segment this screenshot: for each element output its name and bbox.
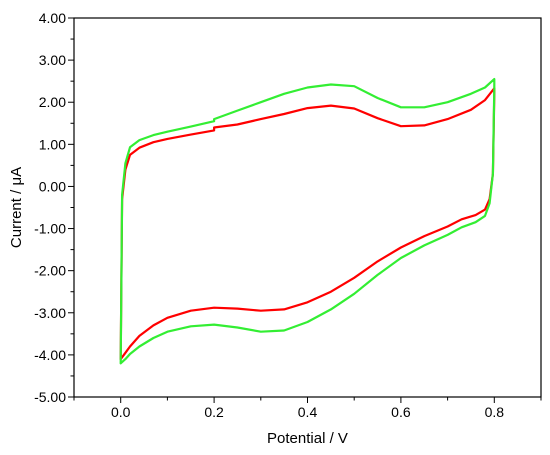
x-tick-label: 0.6: [391, 404, 411, 420]
series-layer: [119, 77, 496, 365]
x-tick-label: 0.4: [298, 404, 318, 420]
y-tick-label: -1.00: [34, 221, 66, 237]
y-tick-label: 2.00: [39, 94, 66, 110]
plot-border: [73, 17, 542, 398]
x-axis-ticks: 0.0 0.2 0.4 0.6 0.8: [73, 397, 542, 420]
x-tick-label: 0.0: [111, 404, 131, 420]
y-tick-label: 1.00: [39, 136, 66, 152]
y-tick-label: -3.00: [34, 305, 66, 321]
y-tick-label: -4.00: [34, 347, 66, 363]
y-tick-label: -5.00: [34, 389, 66, 405]
y-tick-label: 3.00: [39, 52, 66, 68]
y-axis-title: Current / μA: [8, 167, 25, 248]
plot-frame: [73, 17, 542, 398]
x-tick-label: 0.2: [204, 404, 224, 420]
y-tick-label: 0.00: [39, 178, 66, 194]
y-tick-label: 4.00: [39, 10, 66, 26]
cv-curve-2: [119, 77, 496, 365]
y-axis-ticks: -5.00 -4.00 -3.00 -2.00 -1.00 0.00 1.00 2.00 3.0…: [34, 10, 74, 405]
y-tick-label: -2.00: [34, 263, 66, 279]
x-axis-title: Potential / V: [267, 430, 348, 447]
x-tick-label: 0.8: [485, 404, 505, 420]
